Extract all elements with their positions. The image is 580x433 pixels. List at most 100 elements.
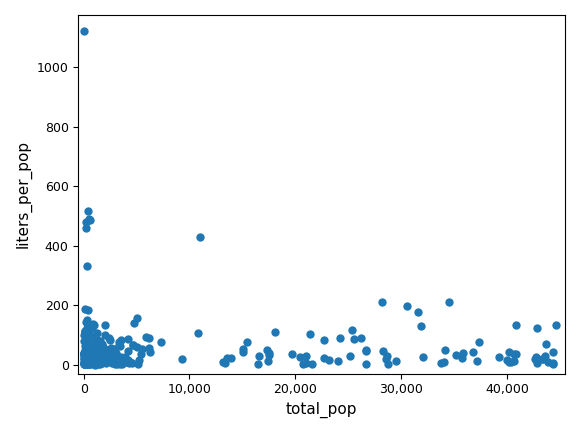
Point: [86, 352, 95, 359]
Point: [83, 353, 92, 360]
Point: [93, 349, 103, 356]
Point: [95, 347, 104, 354]
Point: [104, 350, 113, 357]
Point: [102, 349, 111, 355]
Point: [88, 361, 97, 368]
Point: [85, 330, 94, 336]
Point: [177, 355, 186, 362]
Point: [98, 341, 107, 348]
Point: [100, 352, 109, 359]
Point: [97, 340, 107, 347]
Point: [108, 355, 117, 362]
Point: [79, 355, 88, 362]
Point: [89, 352, 98, 359]
Point: [532, 354, 541, 361]
Point: [84, 348, 93, 355]
Point: [89, 322, 99, 329]
Point: [253, 360, 262, 367]
Point: [85, 347, 94, 354]
Point: [89, 358, 98, 365]
Point: [87, 358, 96, 365]
Point: [84, 352, 93, 359]
Point: [93, 330, 102, 337]
Point: [100, 322, 109, 329]
Point: [238, 346, 248, 352]
Point: [298, 361, 307, 368]
Point: [96, 359, 105, 366]
Point: [90, 360, 100, 367]
Point: [81, 348, 90, 355]
Point: [474, 339, 484, 346]
Point: [92, 339, 101, 346]
Point: [128, 359, 137, 366]
Point: [84, 357, 93, 364]
Point: [86, 356, 95, 363]
Point: [84, 355, 93, 362]
Point: [132, 344, 142, 351]
Point: [104, 335, 114, 342]
Point: [133, 360, 142, 367]
Point: [378, 299, 387, 306]
Point: [88, 345, 97, 352]
Point: [242, 339, 252, 346]
Point: [95, 352, 104, 359]
Point: [83, 361, 92, 368]
Point: [306, 331, 315, 338]
Point: [79, 361, 89, 368]
Point: [79, 351, 89, 358]
Point: [97, 356, 106, 363]
Point: [418, 353, 427, 360]
Point: [93, 360, 103, 367]
Point: [82, 358, 91, 365]
Point: [79, 28, 89, 35]
Point: [124, 360, 133, 367]
Point: [90, 334, 100, 341]
Point: [79, 359, 89, 365]
Point: [81, 360, 90, 367]
Point: [92, 360, 101, 367]
Point: [81, 353, 90, 360]
Point: [126, 359, 135, 365]
Point: [117, 360, 126, 367]
Point: [86, 345, 95, 352]
Point: [96, 353, 105, 360]
Point: [84, 360, 93, 367]
Point: [97, 359, 107, 366]
Point: [88, 321, 97, 328]
Point: [85, 217, 95, 224]
Point: [301, 352, 310, 359]
Point: [80, 360, 89, 367]
Point: [124, 336, 133, 343]
Point: [264, 349, 273, 356]
Point: [347, 326, 357, 333]
Point: [107, 345, 116, 352]
Point: [361, 348, 371, 355]
Point: [145, 348, 154, 355]
Point: [92, 349, 101, 356]
Point: [262, 346, 271, 353]
Point: [84, 351, 93, 358]
Point: [88, 360, 97, 367]
Point: [112, 349, 121, 356]
Point: [82, 338, 92, 345]
Point: [549, 361, 558, 368]
Point: [504, 359, 513, 366]
Point: [117, 353, 126, 360]
Point: [106, 336, 115, 343]
Point: [85, 352, 94, 359]
Point: [98, 342, 107, 349]
Point: [79, 355, 89, 362]
Y-axis label: liters_per_pop: liters_per_pop: [15, 140, 31, 248]
Point: [88, 359, 97, 366]
Point: [80, 306, 89, 313]
Point: [361, 346, 371, 353]
Point: [108, 355, 118, 362]
Point: [79, 349, 89, 356]
Point: [84, 356, 93, 363]
Point: [382, 356, 391, 363]
Point: [96, 351, 105, 358]
Point: [85, 353, 94, 360]
Point: [79, 361, 89, 368]
Point: [84, 354, 93, 361]
Point: [357, 334, 366, 341]
